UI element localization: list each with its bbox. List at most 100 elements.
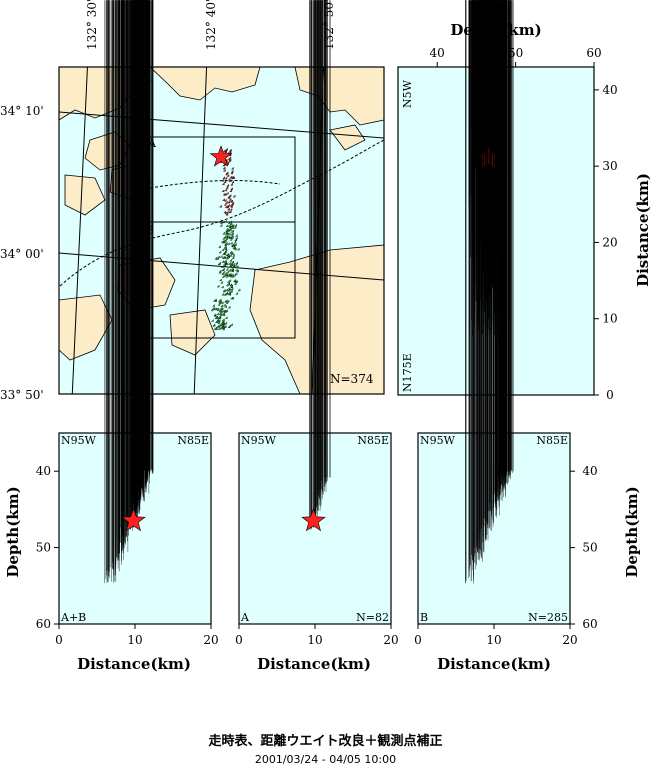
map-epicenter-b — [218, 261, 221, 265]
map-event-count: N=374 — [330, 372, 374, 386]
map-epicenter-a — [225, 186, 229, 189]
map-epicenter-a — [225, 147, 228, 151]
map-epicenter-a — [221, 182, 225, 185]
cross-section-xtick-label: 10 — [307, 633, 322, 647]
cross-section-a-plus-b-xlabel: Distance(km) — [77, 655, 191, 673]
map-epicenter-b — [215, 307, 219, 311]
map-epicenter-b — [235, 236, 238, 240]
map-epicenter-b — [227, 224, 231, 227]
map-epicenter-b — [231, 244, 235, 248]
map-epicenters — [209, 145, 241, 331]
map-epicenter-a — [222, 176, 226, 179]
map-epicenter-b — [222, 267, 225, 271]
map-epicenter-b — [222, 313, 226, 316]
map-epicenter-b — [218, 309, 222, 313]
map-epicenter-b — [229, 289, 233, 293]
map-epicenter-b — [230, 224, 233, 227]
land-north-islands — [149, 67, 261, 101]
map-epicenter-b — [221, 275, 225, 278]
caption-period: 2001/03/24 - 04/05 10:00 — [254, 753, 397, 766]
map-epicenter-b — [231, 274, 234, 278]
map-epicenter-b — [220, 285, 224, 289]
cross-section-a: 0 10 20 N95W N85E A N=82 — [235, 0, 399, 647]
cross-section-right-direction: N85E — [536, 434, 568, 447]
map-epicenter-b — [224, 243, 227, 246]
map-epicenter-a — [228, 197, 232, 201]
map-epicenter-a — [229, 189, 233, 193]
map-epicenter-b — [226, 252, 229, 256]
map-epicenter-b — [220, 304, 224, 307]
map-epicenter-a — [228, 156, 232, 159]
map-epicenter-a — [224, 188, 228, 192]
map-epicenter-b — [227, 305, 231, 309]
map-epicenter-b — [229, 237, 233, 241]
cross-section-right-direction: N85E — [357, 434, 389, 447]
map-epicenter-b — [226, 255, 230, 259]
cross-section-xtick-label: 0 — [235, 633, 243, 647]
map-epicenter-a — [227, 195, 231, 199]
map-epicenter-b — [236, 247, 240, 251]
map-epicenter-b — [234, 243, 237, 246]
map-epicenter-b — [218, 245, 221, 248]
map-epicenter-b — [229, 264, 233, 267]
cross-section-ytick-label: 50 — [36, 541, 51, 555]
map-epicenter-b — [234, 238, 237, 242]
map-epicenter-b — [213, 313, 217, 317]
map-epicenter-a — [226, 205, 229, 209]
map-epicenter-b — [223, 325, 227, 328]
map-epicenter-a — [227, 207, 230, 211]
map-epicenter-b — [222, 262, 226, 266]
island-south-center — [169, 309, 216, 356]
map-epicenter-a — [231, 180, 235, 184]
map-epicenter-b — [220, 301, 224, 304]
map-epicenter-b — [219, 326, 223, 330]
cross-section-ytick-label: 40 — [582, 464, 597, 478]
depth-section-xtick-label: 50 — [508, 46, 523, 60]
meridian-132-30 — [71, 67, 88, 394]
map-epicenter-b — [217, 319, 221, 323]
map-epicenter-b — [233, 279, 237, 282]
map-epicenter-b — [221, 248, 225, 251]
map-epicenter-b — [225, 288, 228, 292]
map-epicenter-b — [212, 304, 215, 307]
cross-section-xtick-label: 0 — [414, 633, 422, 647]
map-epicenter-b — [224, 219, 227, 223]
map-epicenter-a — [223, 198, 227, 202]
map-epicenter-b — [221, 272, 224, 276]
map-epicenter-b — [212, 323, 216, 327]
map-epicenter-b — [229, 222, 233, 225]
cross-section-left-direction: N95W — [420, 434, 456, 447]
map-epicenter-b — [228, 287, 232, 291]
map-epicenter-a — [229, 207, 233, 211]
map-epicenter-a — [230, 182, 233, 186]
map-epicenter-b — [216, 312, 220, 316]
map-epicenter-b — [222, 231, 225, 235]
map-epicenter-b — [218, 270, 222, 274]
map-epicenter-b — [231, 269, 234, 273]
map-epicenter-a — [228, 210, 232, 214]
depth-section-ytick-label: 0 — [606, 388, 614, 402]
map-epicenter-a — [229, 149, 232, 152]
map-epicenter-b — [230, 260, 234, 264]
meridian-132-40 — [193, 67, 208, 394]
map-epicenter-b — [217, 324, 221, 327]
cross-section-ytick-label: 60 — [582, 617, 597, 631]
map-epicenter-b — [221, 260, 225, 263]
map-epicenter-a — [231, 201, 235, 205]
map-epicenter-b — [219, 310, 223, 314]
cross-section-ytick-label: 40 — [36, 464, 51, 478]
map-epicenter-a — [226, 183, 229, 187]
map-epicenter-b — [219, 254, 223, 258]
map-epicenter-b — [231, 265, 234, 269]
map-epicenter-a — [221, 178, 225, 182]
map-epicenter-a — [230, 169, 234, 173]
map-epicenter-b — [218, 300, 222, 303]
cross-section-xtick-label: 10 — [127, 633, 142, 647]
map-epicenter-b — [224, 299, 228, 303]
lat-label-33-50: 33° 50' — [0, 388, 44, 402]
map-epicenter-b — [220, 265, 224, 268]
depth-section-ytick-label: 20 — [602, 235, 617, 249]
map-epicenter-b — [217, 255, 220, 259]
map-epicenter-a — [230, 204, 233, 208]
cross-section-left-direction: N95W — [241, 434, 277, 447]
